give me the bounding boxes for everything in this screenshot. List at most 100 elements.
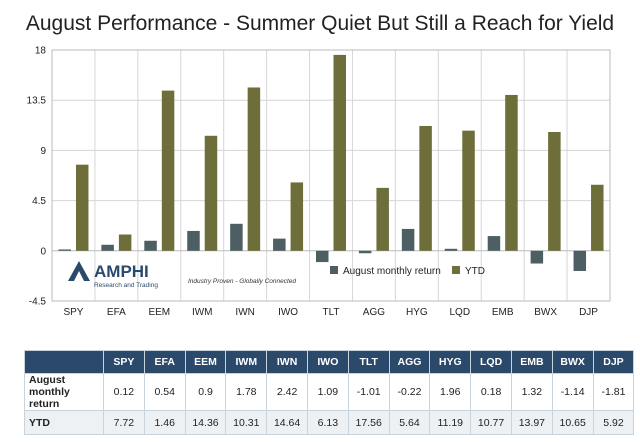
table-header-cell: DJP (592, 350, 635, 374)
table-cell: 10.31 (225, 410, 268, 435)
table-cell: 2.42 (266, 373, 308, 411)
x-tick-label: IWN (235, 307, 254, 318)
table-cell: 14.64 (266, 410, 308, 435)
table-cell: 10.77 (470, 410, 512, 435)
y-tick-label: 13.5 (27, 96, 47, 107)
x-tick-label: DJP (579, 307, 598, 318)
bar-ytd (333, 54, 346, 251)
table-cell: 13.97 (510, 410, 553, 435)
bar-monthly (316, 250, 329, 263)
table-cell: 5.92 (592, 410, 635, 435)
bar-chart: 18 13.5 9 4.5 0 -4.5 SPY EFA EEM IWM IWN IWO TLT AGG H… (27, 46, 611, 318)
table-cell: 1.46 (143, 410, 186, 435)
table-header-cell: TLT (347, 350, 390, 374)
x-tick-label: IWM (192, 307, 213, 318)
x-tick-label: EFA (107, 307, 126, 318)
legend-swatch-ytd (452, 266, 460, 274)
table-cell: 5.64 (388, 410, 431, 435)
bar-ytd (75, 164, 89, 251)
table-row: YTD 7.72 1.46 14.36 10.31 14.64 6.13 17.56 5.64 1… (24, 410, 635, 435)
bar-monthly (487, 236, 501, 251)
table-cell: -1.81 (592, 373, 635, 411)
y-tick-label: 9 (40, 146, 46, 157)
bar-ytd (462, 130, 475, 251)
table-cell: -1.01 (347, 373, 390, 411)
table-header-cell: IWN (266, 350, 308, 374)
legend-label-ytd: YTD (465, 266, 485, 277)
plot-border (51, 49, 611, 302)
bar-monthly (101, 244, 114, 251)
x-tick-label: SPY (63, 307, 83, 318)
x-tick-label: EEM (148, 307, 170, 318)
table-cell: -0.22 (388, 373, 431, 411)
table-cell: 1.78 (225, 373, 268, 411)
bar-ytd (376, 187, 389, 251)
chart-title: August Performance - Summer Quiet But St… (25, 12, 615, 35)
bar-monthly (401, 228, 415, 251)
table-header-cell: LQD (470, 350, 512, 374)
data-table: SPY EFA EEM IWM IWN IWO TLT AGG HYG LQD EMB BWX DJP … (24, 350, 635, 435)
bar-ytd (118, 234, 132, 251)
table-header-cell: SPY (103, 350, 145, 374)
row-label: YTD (24, 410, 104, 435)
table-header-corner (24, 350, 104, 374)
bar-ytd (204, 135, 218, 251)
x-tick-label: EMB (492, 307, 514, 318)
bar-monthly (273, 238, 286, 251)
table-header-cell: IWO (306, 350, 349, 374)
table-header-cell: IWM (225, 350, 268, 374)
bar-monthly (187, 230, 200, 251)
table-cell: 1.09 (306, 373, 349, 411)
x-tick-label: BWX (534, 307, 557, 318)
x-tick-label: TLT (322, 307, 339, 318)
table-cell: 6.13 (306, 410, 349, 435)
amphi-logo: AMPHI Research and Trading Industry Prov… (68, 261, 296, 289)
legend-swatch-monthly (330, 266, 338, 274)
bar-monthly (230, 223, 243, 251)
y-tick-label: 4.5 (32, 196, 46, 207)
y-tick-label: 18 (35, 46, 47, 57)
bar-ytd (548, 131, 561, 251)
x-tick-label: HYG (406, 307, 428, 318)
logo-subtitle: Research and Trading (94, 282, 158, 289)
logo-mark-icon (68, 261, 90, 281)
bar-ytd (505, 94, 518, 251)
table-cell: -1.14 (551, 373, 594, 411)
table-row: August monthly return 0.12 0.54 0.9 1.78 2.42… (24, 373, 635, 411)
table-cell: 7.72 (103, 410, 145, 435)
table-cell: 14.36 (184, 410, 227, 435)
x-tick-label: AGG (363, 307, 385, 318)
bar-ytd (247, 87, 261, 251)
table-header-cell: EFA (143, 350, 186, 374)
table-cell: 0.9 (184, 373, 227, 411)
logo-name: AMPHI (94, 262, 149, 281)
bar-ytd (591, 184, 604, 251)
table-header-cell: HYG (429, 350, 472, 374)
bar-ytd (419, 125, 432, 251)
table-cell: 0.54 (143, 373, 186, 411)
table-header-cell: BWX (551, 350, 594, 374)
x-tick-label: IWO (278, 307, 298, 318)
table-cell: 0.12 (103, 373, 145, 411)
logo-tagline: Industry Proven - Globally Connected (188, 278, 296, 285)
bar-ytd (161, 90, 175, 251)
y-tick-label: 0 (40, 246, 46, 257)
table-cell: 1.32 (510, 373, 553, 411)
table-cell: 0.18 (470, 373, 512, 411)
table-header-cell: EMB (510, 350, 553, 374)
bar-ytd (290, 182, 304, 251)
bar-monthly (358, 250, 372, 254)
row-label: August monthly return (24, 373, 104, 411)
table-cell: 10.65 (551, 410, 594, 435)
table-cell: 17.56 (347, 410, 390, 435)
bar-monthly (573, 250, 587, 271)
legend-label-monthly: August monthly return (343, 266, 441, 277)
table-cell: 11.19 (429, 410, 472, 435)
bar-monthly (144, 240, 157, 251)
table-cell: 1.96 (429, 373, 472, 411)
x-tick-label: LQD (449, 307, 470, 318)
table-header-cell: EEM (184, 350, 227, 374)
bar-monthly (530, 250, 544, 264)
bar-monthly (444, 248, 458, 251)
table-header-cell: AGG (388, 350, 431, 374)
